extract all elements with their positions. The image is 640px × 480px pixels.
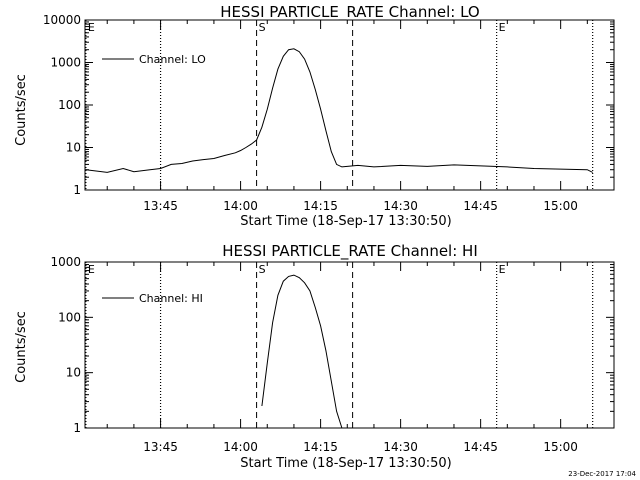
x-tick-label: 14:00 (223, 440, 258, 454)
y-tick-label: 1000 (50, 56, 81, 70)
x-tick-label: 14:30 (383, 199, 418, 213)
x-tick-label: 15:00 (543, 440, 578, 454)
lo-channel-panel: HESSI PARTICLE_RATE Channel: LO Counts/s… (14, 3, 615, 229)
marker-label: E (88, 21, 95, 34)
x-axis-label: Start Time (18-Sep-17 13:30:50) (240, 456, 451, 471)
generation-timestamp: 23-Dec-2017 17:04 (568, 470, 636, 478)
chart-title: HESSI PARTICLE_RATE Channel: HI (222, 242, 478, 261)
x-tick-label: 14:30 (383, 440, 418, 454)
y-axis-label: Counts/sec (14, 74, 29, 146)
series-line (261, 274, 343, 429)
y-tick-label: 100 (58, 310, 81, 324)
x-tick-label: 14:15 (303, 440, 338, 454)
plot-frame (84, 261, 615, 429)
x-tick-label: 13:45 (143, 199, 178, 213)
y-tick-label: 1 (73, 421, 81, 435)
plot-frame (84, 19, 615, 191)
x-axis-label: Start Time (18-Sep-17 13:30:50) (240, 214, 451, 229)
y-axis-label: Counts/sec (14, 311, 29, 383)
series-line (85, 48, 593, 173)
marker-label: E (499, 263, 506, 276)
marker-label: S (259, 21, 266, 34)
marker-label: S (259, 263, 266, 276)
legend-label: Channel: HI (139, 292, 203, 305)
y-tick-label: 1 (73, 183, 81, 197)
chart-title: HESSI PARTICLE_RATE Channel: LO (220, 3, 479, 22)
y-tick-label: 10 (66, 141, 81, 155)
y-tick-label: 10 (66, 366, 81, 380)
legend-label: Channel: LO (139, 53, 206, 66)
hi-channel-panel: HESSI PARTICLE_RATE Channel: HI Counts/s… (14, 242, 615, 471)
x-tick-label: 14:45 (463, 440, 498, 454)
x-tick-label: 15:00 (543, 199, 578, 213)
x-tick-label: 14:00 (223, 199, 258, 213)
marker-label: E (88, 263, 95, 276)
y-tick-label: 1000 (50, 255, 81, 269)
x-tick-label: 14:45 (463, 199, 498, 213)
x-tick-label: 13:45 (143, 440, 178, 454)
y-tick-label: 100 (58, 98, 81, 112)
y-tick-label: 10000 (43, 13, 81, 27)
x-tick-label: 14:15 (303, 199, 338, 213)
marker-label: E (499, 21, 506, 34)
